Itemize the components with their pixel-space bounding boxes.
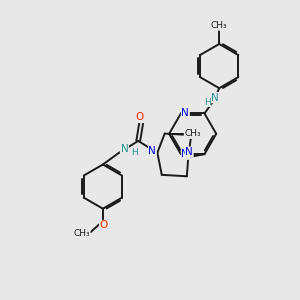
Text: N: N bbox=[121, 144, 128, 154]
Text: CH₃: CH₃ bbox=[184, 129, 201, 138]
Text: H: H bbox=[131, 148, 138, 157]
Text: CH₃: CH₃ bbox=[74, 229, 90, 238]
Text: H: H bbox=[204, 98, 211, 106]
Text: N: N bbox=[148, 146, 156, 156]
Text: O: O bbox=[100, 220, 108, 230]
Text: O: O bbox=[136, 112, 144, 122]
Text: N: N bbox=[185, 147, 193, 157]
Text: N: N bbox=[212, 93, 219, 103]
Text: N: N bbox=[182, 149, 189, 159]
Text: N: N bbox=[182, 108, 189, 118]
Text: CH₃: CH₃ bbox=[211, 21, 227, 30]
